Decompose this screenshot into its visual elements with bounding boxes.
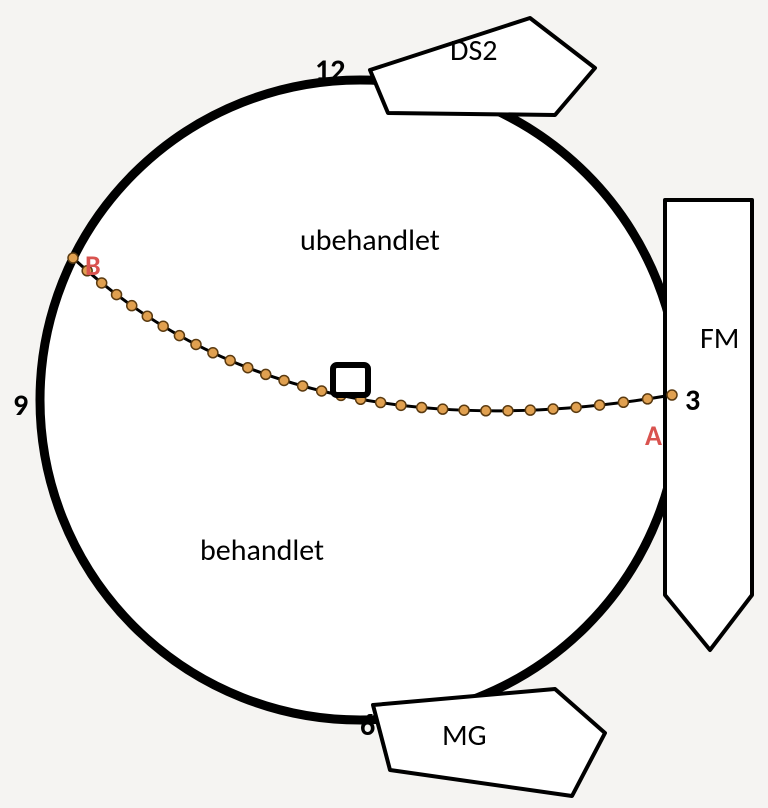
region-upper: ubehandlet (300, 222, 440, 259)
fm-label: FM (700, 320, 739, 357)
point-a: A (645, 418, 662, 453)
region-lower: behandlet (200, 532, 324, 569)
label-nine: 9 (13, 387, 28, 424)
ds2-label: DS2 (450, 32, 497, 69)
label-six: 6 (360, 707, 375, 744)
label-three: 3 (685, 382, 700, 419)
fm-arrow (665, 200, 752, 650)
point-b: B (85, 248, 101, 283)
mg-label: MG (442, 717, 487, 754)
center-box (333, 365, 368, 395)
label-twelve: 12 (315, 52, 345, 89)
